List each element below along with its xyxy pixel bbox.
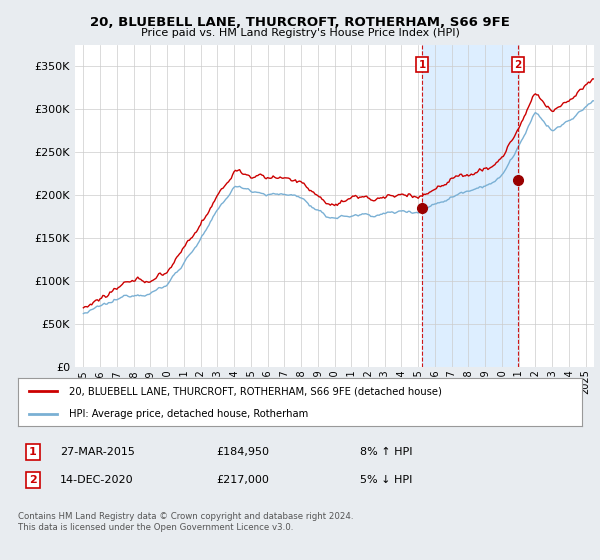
Text: 5% ↓ HPI: 5% ↓ HPI [360, 475, 412, 485]
Text: 2: 2 [29, 475, 37, 485]
Text: 14-DEC-2020: 14-DEC-2020 [60, 475, 134, 485]
Text: 20, BLUEBELL LANE, THURCROFT, ROTHERHAM, S66 9FE (detached house): 20, BLUEBELL LANE, THURCROFT, ROTHERHAM,… [69, 386, 442, 396]
Text: Contains HM Land Registry data © Crown copyright and database right 2024.
This d: Contains HM Land Registry data © Crown c… [18, 512, 353, 532]
Text: Price paid vs. HM Land Registry's House Price Index (HPI): Price paid vs. HM Land Registry's House … [140, 28, 460, 38]
Text: 20, BLUEBELL LANE, THURCROFT, ROTHERHAM, S66 9FE: 20, BLUEBELL LANE, THURCROFT, ROTHERHAM,… [90, 16, 510, 29]
Text: £184,950: £184,950 [216, 447, 269, 457]
Text: 27-MAR-2015: 27-MAR-2015 [60, 447, 135, 457]
Text: 1: 1 [418, 59, 425, 69]
Text: 8% ↑ HPI: 8% ↑ HPI [360, 447, 413, 457]
Text: 1: 1 [29, 447, 37, 457]
Text: 2: 2 [514, 59, 521, 69]
Text: HPI: Average price, detached house, Rotherham: HPI: Average price, detached house, Roth… [69, 409, 308, 419]
Bar [422, 45, 518, 367]
Text: £217,000: £217,000 [216, 475, 269, 485]
